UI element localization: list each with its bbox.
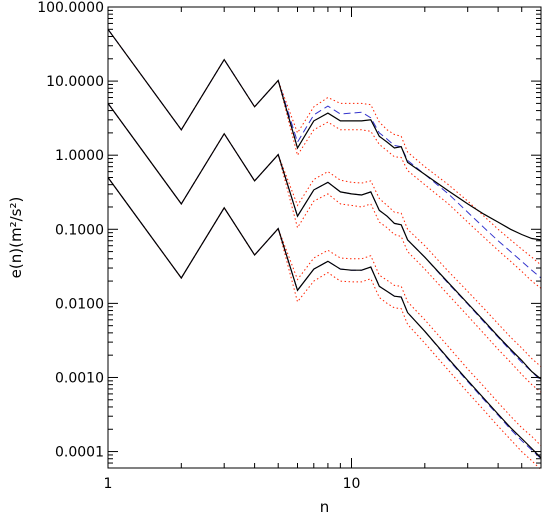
y-tick-label: 0.1000	[55, 222, 104, 238]
dotted-upper-line	[107, 177, 542, 447]
y-tick-label: 100.0000	[37, 0, 104, 16]
solid-line	[107, 28, 542, 241]
y-axis-title: e(n)(m²/s²)	[7, 197, 25, 279]
solid-line	[107, 103, 542, 380]
y-tick-label: 10.0000	[46, 74, 104, 90]
x-tick-label: 10	[343, 476, 361, 492]
dotted-lower-line	[107, 29, 542, 289]
plot-frame	[107, 6, 542, 469]
tick-layer: 1 10 100.0000 10.0000 1.0000 0.1000 0.0100 0.00…	[37, 0, 542, 492]
solid-line	[107, 177, 542, 459]
curve-group-2	[107, 103, 542, 393]
dotted-lower-line	[107, 177, 542, 471]
curve-group-3	[107, 177, 542, 471]
y-tick-label: 0.0010	[55, 370, 104, 386]
y-tick-label: 1.0000	[55, 148, 104, 164]
x-axis-title: n	[320, 498, 330, 516]
series-layer	[107, 28, 542, 471]
dotted-upper-line	[107, 103, 542, 367]
x-tick-label: 1	[104, 476, 113, 492]
curve-group-1	[107, 28, 542, 289]
y-tick-label: 0.0001	[55, 445, 104, 461]
dotted-upper-line	[107, 29, 542, 266]
dotted-lower-line	[107, 103, 542, 393]
y-tick-label: 0.0100	[55, 296, 104, 312]
